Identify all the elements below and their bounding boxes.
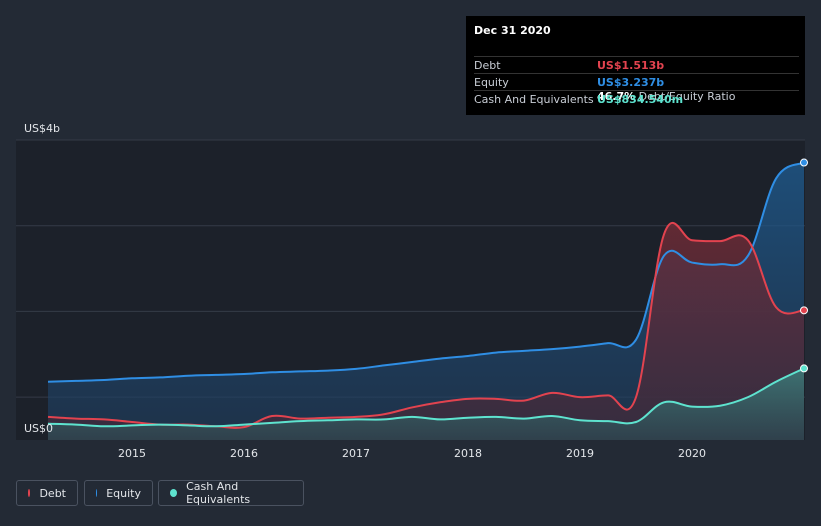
legend-cash-dot	[170, 489, 178, 497]
legend-debt[interactable]: Debt	[16, 480, 78, 506]
legend-equity-dot	[96, 489, 98, 497]
series-lines	[47, 161, 805, 429]
tooltip-debt-label: Debt	[474, 59, 501, 72]
tooltip-cash-value: US$834.540m	[597, 93, 684, 106]
y-axis-top-label: US$4b	[24, 122, 60, 135]
tooltip-equity-label: Equity	[474, 76, 509, 89]
tooltip-ratio-value: 46.7%	[597, 90, 636, 103]
x-tick-label-2020: 2020	[678, 447, 706, 460]
cash-and-equivalents-end-dot	[800, 364, 808, 373]
x-tick-label-2018: 2018	[454, 447, 482, 460]
tooltip-panel: Dec 31 2020 Debt US$1.513b Equity US$3.2…	[466, 16, 805, 115]
x-tick-label-2016: 2016	[230, 447, 258, 460]
tooltip-ratio-label: Debt/Equity Ratio	[638, 90, 736, 103]
equity-line	[47, 161, 805, 383]
tooltip-cash-label: Cash And Equivalents	[474, 93, 594, 106]
legend-cash[interactable]: Cash And Equivalents	[158, 480, 304, 506]
series-end-dots	[800, 158, 808, 373]
tooltip-row-equity: Equity US$3.237b	[474, 73, 799, 90]
tooltip-row-debt: Debt US$1.513b	[474, 56, 799, 73]
equity-area	[48, 162, 804, 441]
tooltip-debt-value: US$1.513b	[597, 59, 665, 72]
tooltip-equity-value: US$3.237b	[597, 76, 665, 89]
legend-cash-label: Cash And Equivalents	[186, 480, 251, 506]
x-tick-label-2019: 2019	[566, 447, 594, 460]
debt-end-dot	[800, 306, 808, 315]
cash-and-equivalents-line	[47, 367, 805, 428]
x-tick-label-2015: 2015	[118, 447, 146, 460]
legend-equity[interactable]: Equity	[84, 480, 153, 506]
x-tick-label-2017: 2017	[342, 447, 370, 460]
legend-debt-dot	[28, 489, 31, 497]
tooltip-date: Dec 31 2020	[474, 24, 551, 37]
tooltip-row-cash: Cash And Equivalents US$834.540m	[474, 90, 799, 108]
equity-end-dot	[800, 158, 808, 167]
legend-debt-label: Debt	[39, 486, 66, 500]
legend-equity-label: Equity	[106, 486, 141, 500]
y-axis-bottom-label: US$0	[24, 422, 53, 435]
x-axis-ticks: 2015 2016 2017 2018 2019 2020	[118, 447, 706, 460]
tooltip-ratio: 46.7% Debt/Equity Ratio	[597, 90, 735, 103]
